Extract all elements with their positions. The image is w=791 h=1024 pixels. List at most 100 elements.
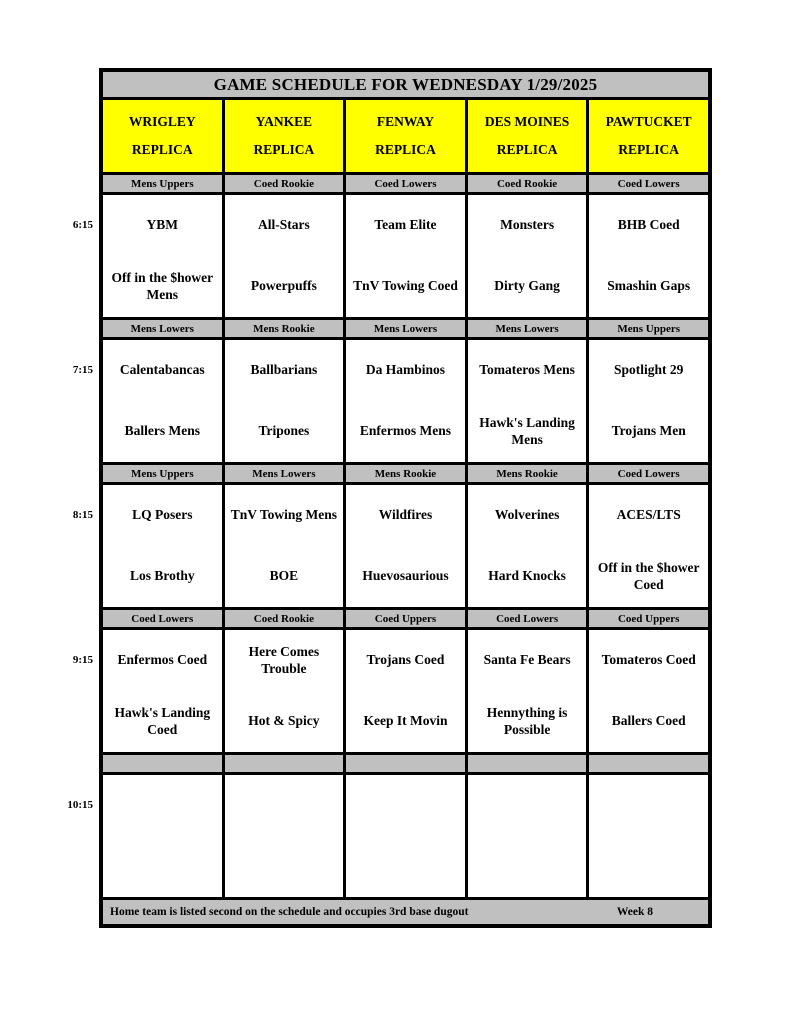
away-team: Calentabancas — [119, 362, 205, 378]
home-team: Trojans Men — [611, 423, 686, 439]
league-label — [589, 755, 708, 772]
field-type: REPLICA — [253, 142, 315, 157]
away-team: LQ Posers — [132, 507, 193, 523]
away-team: Monsters — [500, 217, 555, 233]
field-type: REPLICA — [375, 142, 436, 157]
away-team: Santa Fe Bears — [483, 652, 571, 668]
field-header-pawtucket: PAWTUCKET REPLICA — [589, 100, 708, 172]
field-type: REPLICA — [131, 142, 193, 157]
home-team: Smashin Gaps — [607, 278, 691, 294]
game-cell: LQ Posers Los Brothy — [103, 485, 222, 607]
home-team: Powerpuffs — [250, 278, 317, 294]
league-row: Mens Uppers Coed Rookie Coed Lowers Coed… — [103, 175, 708, 192]
league-label: Coed Rookie — [224, 175, 344, 192]
game-cell: TnV Towing Mens BOE — [224, 485, 344, 607]
game-cell: YBM Off in the $hower Mens — [103, 195, 222, 317]
time-label: 10:15 — [67, 799, 93, 811]
league-label — [346, 755, 465, 772]
game-row: Enfermos Coed Hawk's Landing Coed Here C… — [103, 630, 708, 752]
field-header-row: WRIGLEY REPLICA YANKEE REPLICA FENWAY RE… — [103, 100, 708, 172]
home-team: Enfermos Mens — [359, 423, 452, 439]
league-label — [224, 755, 344, 772]
schedule-table: GAME SCHEDULE FOR WEDNESDAY 1/29/2025 WR… — [67, 68, 712, 928]
home-team — [346, 836, 465, 897]
game-row: Calentabancas Ballers Mens Ballbarians T… — [103, 340, 708, 462]
league-label — [103, 755, 222, 772]
home-team: Hawk's Landing Coed — [114, 704, 211, 737]
league-row — [103, 755, 708, 772]
game-cell — [589, 775, 708, 897]
league-label: Coed Uppers — [589, 610, 708, 627]
week-label: Week 8 — [616, 906, 653, 918]
game-cell: Enfermos Coed Hawk's Landing Coed — [103, 630, 222, 752]
home-team: Hennything is Possible — [486, 704, 568, 737]
league-label: Coed Rookie — [467, 175, 587, 192]
away-team: Tomateros Mens — [479, 362, 575, 378]
game-cell: Tomateros Mens Hawk's Landing Mens — [467, 340, 587, 462]
home-team: Ballers Mens — [124, 423, 200, 439]
field-header-fenway: FENWAY REPLICA — [346, 100, 465, 172]
field-name: FENWAY — [376, 114, 435, 129]
field-name: WRIGLEY — [128, 114, 196, 129]
time-label: 6:15 — [72, 219, 93, 231]
away-team — [346, 775, 465, 836]
league-label: Coed Lowers — [103, 610, 222, 627]
field-header-yankee: YANKEE REPLICA — [224, 100, 344, 172]
league-label: Mens Rookie — [224, 320, 344, 337]
away-team: YBM — [146, 217, 179, 233]
home-team: Tripones — [258, 423, 310, 439]
game-cell: Calentabancas Ballers Mens — [103, 340, 222, 462]
home-team: Huevosaurious — [362, 568, 449, 584]
field-name: PAWTUCKET — [605, 114, 692, 129]
home-team: Hawk's Landing Mens — [479, 414, 575, 447]
time-block-715: 7:15 Mens Lowers Mens Rookie Mens Lowers… — [73, 320, 708, 462]
away-team — [225, 775, 344, 836]
game-cell — [103, 775, 222, 897]
time-label: 9:15 — [72, 654, 93, 666]
league-label: Coed Lowers — [467, 610, 587, 627]
away-team: Trojans Coed — [366, 652, 445, 668]
game-cell: Here Comes Trouble Hot & Spicy — [224, 630, 344, 752]
league-label: Coed Lowers — [589, 465, 708, 482]
away-team — [103, 775, 222, 836]
league-label: Coed Lowers — [589, 175, 708, 192]
game-cell — [224, 775, 344, 897]
away-team — [468, 775, 587, 836]
home-team: Off in the $hower Coed — [597, 559, 700, 592]
away-team: BHB Coed — [617, 217, 680, 233]
game-cell: Ballbarians Tripones — [224, 340, 344, 462]
away-team: Ballbarians — [250, 362, 318, 378]
home-team: Keep It Movin — [363, 713, 448, 729]
time-block-615: 6:15 Mens Uppers Coed Rookie Coed Lowers… — [73, 175, 708, 317]
away-team: Wildfires — [378, 507, 433, 523]
league-label: Mens Uppers — [589, 320, 708, 337]
away-team — [589, 775, 708, 836]
away-team: All-Stars — [258, 217, 310, 233]
league-label: Mens Uppers — [103, 175, 222, 192]
league-label: Coed Uppers — [346, 610, 465, 627]
league-label: Coed Lowers — [346, 175, 465, 192]
game-cell: Wildfires Huevosaurious — [346, 485, 465, 607]
away-team: Wolverines — [494, 507, 560, 523]
home-team: Hard Knocks — [488, 568, 566, 584]
game-cell: Wolverines Hard Knocks — [467, 485, 587, 607]
away-team: Tomateros Coed — [601, 652, 696, 668]
home-team: Hot & Spicy — [248, 713, 320, 729]
page-title: GAME SCHEDULE FOR WEDNESDAY 1/29/2025 — [103, 72, 708, 97]
field-name: YANKEE — [255, 114, 313, 129]
game-row — [103, 775, 708, 897]
game-row: LQ Posers Los Brothy TnV Towing Mens BOE… — [103, 485, 708, 607]
time-label: 7:15 — [72, 364, 93, 376]
home-team: Ballers Coed — [611, 713, 686, 729]
home-team: Off in the $hower Mens — [111, 269, 214, 302]
away-team: Team Elite — [374, 217, 437, 233]
footer-bar: Home team is listed second on the schedu… — [103, 900, 708, 924]
game-cell — [346, 775, 465, 897]
field-name: DES MOINES — [484, 114, 570, 129]
game-cell: Monsters Dirty Gang — [467, 195, 587, 317]
home-team — [225, 836, 344, 897]
field-type: REPLICA — [496, 142, 558, 157]
field-header-wrigley: WRIGLEY REPLICA — [103, 100, 222, 172]
away-team: Here Comes Trouble — [248, 643, 320, 676]
